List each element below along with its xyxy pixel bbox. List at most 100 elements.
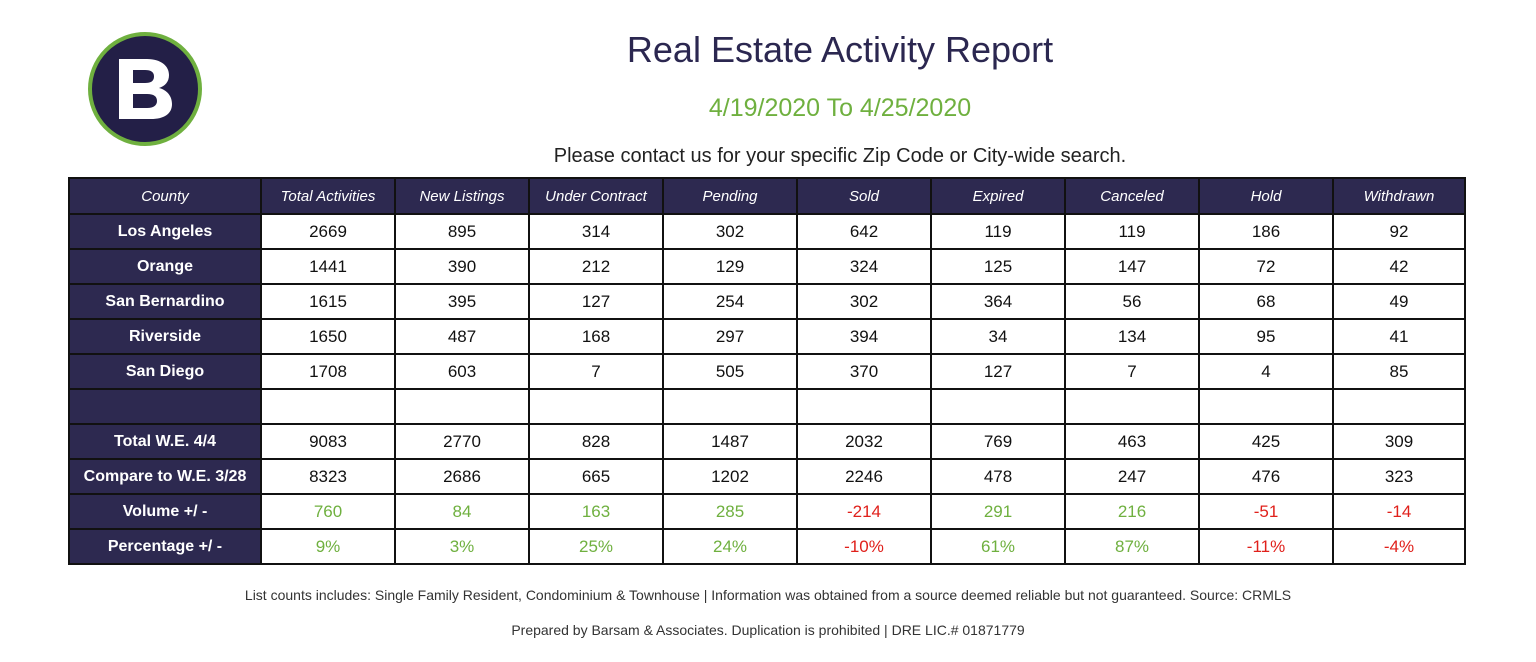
contact-note: Please contact us for your specific Zip …	[553, 145, 1127, 167]
table-cell: -11%	[1198, 528, 1334, 565]
table-row: Riverside 1650 487 168 297 394 34 134 95…	[68, 318, 1466, 355]
table-cell: 212	[528, 248, 664, 285]
blank-row-label	[68, 388, 262, 425]
table-cell: 505	[662, 353, 798, 390]
column-header: New Listings	[394, 177, 530, 215]
county-name: Orange	[68, 248, 262, 285]
table-cell	[662, 388, 798, 425]
county-name: San Bernardino	[68, 283, 262, 320]
table-cell: 42	[1332, 248, 1466, 285]
table-cell: 8323	[260, 458, 396, 495]
date-range: 4/19/2020 To 4/25/2020	[708, 94, 972, 122]
table-cell: 84	[394, 493, 530, 530]
table-cell: 1487	[662, 423, 798, 460]
table-cell	[796, 388, 932, 425]
table-cell: 85	[1332, 353, 1466, 390]
summary-row-total: Total W.E. 4/4 9083 2770 828 1487 2032 7…	[68, 423, 1466, 460]
table-cell: 61%	[930, 528, 1066, 565]
table-cell: 163	[528, 493, 664, 530]
table-cell: 7	[528, 353, 664, 390]
table-cell: 2686	[394, 458, 530, 495]
column-header: Sold	[796, 177, 932, 215]
table-cell: 395	[394, 283, 530, 320]
column-header: Withdrawn	[1332, 177, 1466, 215]
county-name: San Diego	[68, 353, 262, 390]
table-cell: 147	[1064, 248, 1200, 285]
disclaimer-note: List counts includes: Single Family Resi…	[244, 587, 1292, 603]
county-name: Los Angeles	[68, 213, 262, 250]
table-cell: 665	[528, 458, 664, 495]
table-cell: 125	[930, 248, 1066, 285]
table-cell: 324	[796, 248, 932, 285]
table-cell	[930, 388, 1066, 425]
table-cell	[260, 388, 396, 425]
table-cell: 254	[662, 283, 798, 320]
table-cell: 72	[1198, 248, 1334, 285]
summary-row-percentage: Percentage +/ - 9% 3% 25% 24% -10% 61% 8…	[68, 528, 1466, 565]
column-header: Total Activities	[260, 177, 396, 215]
table-cell: 1615	[260, 283, 396, 320]
report-title: Real Estate Activity Report	[626, 29, 1054, 70]
table-cell: -14	[1332, 493, 1466, 530]
table-cell: 87%	[1064, 528, 1200, 565]
column-header: Under Contract	[528, 177, 664, 215]
summary-label: Compare to W.E. 3/28	[68, 458, 262, 495]
table-cell: 2246	[796, 458, 932, 495]
table-cell: 760	[260, 493, 396, 530]
table-cell: 463	[1064, 423, 1200, 460]
table-cell: 2032	[796, 423, 932, 460]
table-cell: 216	[1064, 493, 1200, 530]
table-cell: 769	[930, 423, 1066, 460]
table-cell: 478	[930, 458, 1066, 495]
table-cell: 1708	[260, 353, 396, 390]
table-cell: 3%	[394, 528, 530, 565]
table-cell: 302	[662, 213, 798, 250]
table-cell: 302	[796, 283, 932, 320]
table-cell: 9083	[260, 423, 396, 460]
table-cell: 24%	[662, 528, 798, 565]
table-cell: 127	[930, 353, 1066, 390]
table-header-row: County Total Activities New Listings Und…	[68, 177, 1466, 215]
table-row: Los Angeles 2669 895 314 302 642 119 119…	[68, 213, 1466, 250]
table-cell: 34	[930, 318, 1066, 355]
table-cell: 314	[528, 213, 664, 250]
table-cell: -10%	[796, 528, 932, 565]
table-cell: 7	[1064, 353, 1200, 390]
table-cell: 92	[1332, 213, 1466, 250]
table-cell: -51	[1198, 493, 1334, 530]
table-cell: 1650	[260, 318, 396, 355]
table-cell: 168	[528, 318, 664, 355]
summary-row-volume: Volume +/ - 760 84 163 285 -214 291 216 …	[68, 493, 1466, 530]
table-cell: 370	[796, 353, 932, 390]
column-header: County	[68, 177, 262, 215]
table-cell: 603	[394, 353, 530, 390]
table-cell: 95	[1198, 318, 1334, 355]
table-cell	[1064, 388, 1200, 425]
table-cell: 364	[930, 283, 1066, 320]
table-cell: 285	[662, 493, 798, 530]
table-cell	[1198, 388, 1334, 425]
table-cell: 68	[1198, 283, 1334, 320]
table-cell: -214	[796, 493, 932, 530]
table-row: San Bernardino 1615 395 127 254 302 364 …	[68, 283, 1466, 320]
table-cell: 2770	[394, 423, 530, 460]
logo-letter-b	[119, 59, 172, 119]
table-cell: 394	[796, 318, 932, 355]
table-cell: 56	[1064, 283, 1200, 320]
prepared-by-note: Prepared by Barsam & Associates. Duplica…	[511, 622, 1025, 638]
table-cell: 129	[662, 248, 798, 285]
blank-row	[68, 388, 1466, 425]
table-cell	[528, 388, 664, 425]
table-cell: 9%	[260, 528, 396, 565]
summary-label: Total W.E. 4/4	[68, 423, 262, 460]
table-cell: 309	[1332, 423, 1466, 460]
summary-label: Percentage +/ -	[68, 528, 262, 565]
table-cell: 642	[796, 213, 932, 250]
table-row: Orange 1441 390 212 129 324 125 147 72 4…	[68, 248, 1466, 285]
column-header: Expired	[930, 177, 1066, 215]
table-cell: 425	[1198, 423, 1334, 460]
table-cell: -4%	[1332, 528, 1466, 565]
county-name: Riverside	[68, 318, 262, 355]
summary-label: Volume +/ -	[68, 493, 262, 530]
column-header: Hold	[1198, 177, 1334, 215]
